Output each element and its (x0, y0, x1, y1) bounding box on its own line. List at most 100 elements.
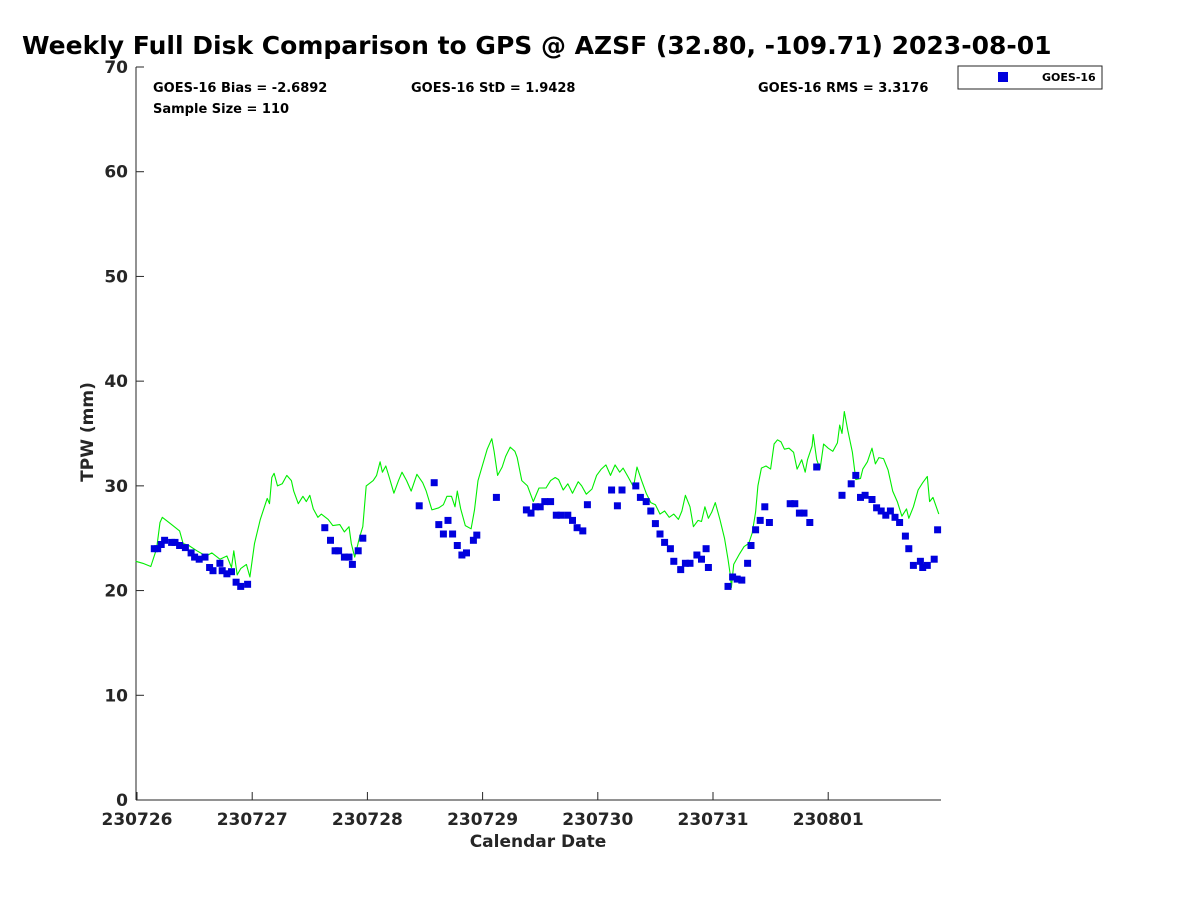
data-point-goes16 (839, 492, 846, 499)
data-point-goes16 (698, 556, 705, 563)
data-point-goes16 (346, 554, 353, 561)
legend-marker-goes16 (998, 72, 1008, 82)
y-tick-label: 20 (104, 582, 128, 602)
data-point-goes16 (752, 526, 759, 533)
y-tick-label: 50 (104, 267, 128, 287)
stat-sample-size: Sample Size = 110 (153, 102, 289, 117)
data-point-goes16 (744, 560, 751, 567)
data-point-goes16 (463, 549, 470, 556)
chart: Weekly Full Disk Comparison to GPS @ AZS… (0, 0, 1200, 900)
data-point-goes16 (584, 501, 591, 508)
y-tick-label: 70 (104, 58, 128, 78)
data-point-goes16 (661, 539, 668, 546)
data-point-goes16 (761, 503, 768, 510)
legend-label-goes16: GOES-16 (1042, 71, 1096, 84)
data-point-goes16 (216, 560, 223, 567)
data-point-goes16 (902, 533, 909, 540)
data-point-goes16 (848, 480, 855, 487)
data-point-goes16 (896, 519, 903, 526)
data-point-goes16 (887, 508, 894, 515)
x-tick-label: 230801 (793, 810, 864, 830)
data-point-goes16 (924, 562, 931, 569)
data-point-goes16 (244, 581, 251, 588)
x-tick-label: 230730 (562, 810, 633, 830)
data-point-goes16 (454, 542, 461, 549)
data-point-goes16 (705, 564, 712, 571)
data-point-goes16 (738, 577, 745, 584)
data-point-goes16 (757, 517, 764, 524)
data-point-goes16 (801, 510, 808, 517)
stat-std: GOES-16 StD = 1.9428 (411, 81, 575, 96)
data-point-goes16 (349, 561, 356, 568)
x-tick-label: 230731 (678, 810, 749, 830)
data-point-goes16 (335, 547, 342, 554)
y-tick-label: 30 (104, 477, 128, 497)
data-point-goes16 (725, 583, 732, 590)
data-point-goes16 (431, 479, 438, 486)
series-line-gps (136, 412, 939, 588)
data-point-goes16 (435, 521, 442, 528)
data-point-goes16 (670, 558, 677, 565)
data-point-goes16 (791, 500, 798, 507)
data-point-goes16 (806, 519, 813, 526)
data-point-goes16 (355, 547, 362, 554)
data-point-goes16 (445, 517, 452, 524)
data-point-goes16 (677, 566, 684, 573)
data-point-goes16 (748, 542, 755, 549)
x-tick-label: 230726 (102, 810, 173, 830)
y-tick-label: 0 (116, 791, 128, 811)
data-point-goes16 (557, 512, 564, 519)
legend: GOES-16 (958, 66, 1102, 89)
data-point-goes16 (547, 498, 554, 505)
data-point-goes16 (614, 502, 621, 509)
data-point-goes16 (647, 508, 654, 515)
data-point-goes16 (687, 560, 694, 567)
data-point-goes16 (862, 492, 869, 499)
y-axis-label: TPW (mm) (78, 382, 98, 482)
data-point-goes16 (703, 545, 710, 552)
data-point-goes16 (813, 464, 820, 471)
y-tick-label: 60 (104, 163, 128, 183)
data-point-goes16 (643, 498, 650, 505)
data-point-goes16 (237, 583, 244, 590)
data-point-goes16 (321, 524, 328, 531)
stat-rms: GOES-16 RMS = 3.3176 (758, 81, 928, 96)
x-tick-label: 230729 (447, 810, 518, 830)
data-point-goes16 (440, 531, 447, 538)
data-point-goes16 (934, 526, 941, 533)
data-point-goes16 (652, 520, 659, 527)
data-point-goes16 (569, 517, 576, 524)
data-point-goes16 (416, 502, 423, 509)
data-point-goes16 (608, 487, 615, 494)
data-point-goes16 (202, 554, 209, 561)
data-point-goes16 (228, 568, 235, 575)
data-point-goes16 (910, 562, 917, 569)
x-tick-label: 230727 (217, 810, 288, 830)
data-point-goes16 (161, 537, 168, 544)
stat-bias: GOES-16 Bias = -2.6892 (153, 81, 327, 96)
x-tick-label: 230728 (332, 810, 403, 830)
data-point-goes16 (667, 545, 674, 552)
data-point-goes16 (852, 472, 859, 479)
y-tick-label: 10 (104, 686, 128, 706)
data-point-goes16 (359, 535, 366, 542)
data-point-goes16 (632, 482, 639, 489)
data-point-goes16 (493, 494, 500, 501)
data-point-goes16 (473, 532, 480, 539)
data-point-goes16 (449, 531, 456, 538)
data-point-goes16 (905, 545, 912, 552)
data-point-goes16 (327, 537, 334, 544)
data-point-goes16 (528, 510, 535, 517)
x-axis-label: Calendar Date (470, 832, 607, 852)
data-point-goes16 (579, 527, 586, 534)
data-point-goes16 (657, 531, 664, 538)
data-point-goes16 (619, 487, 626, 494)
data-point-goes16 (766, 519, 773, 526)
chart-title: Weekly Full Disk Comparison to GPS @ AZS… (22, 31, 1052, 60)
y-tick-label: 40 (104, 372, 128, 392)
data-point-goes16 (210, 567, 217, 574)
plot-area: 0 10 20 30 40 50 60 70 230726 230727 230728 230729 2… (102, 58, 942, 830)
data-point-goes16 (917, 558, 924, 565)
data-point-goes16 (931, 556, 938, 563)
data-point-goes16 (869, 496, 876, 503)
